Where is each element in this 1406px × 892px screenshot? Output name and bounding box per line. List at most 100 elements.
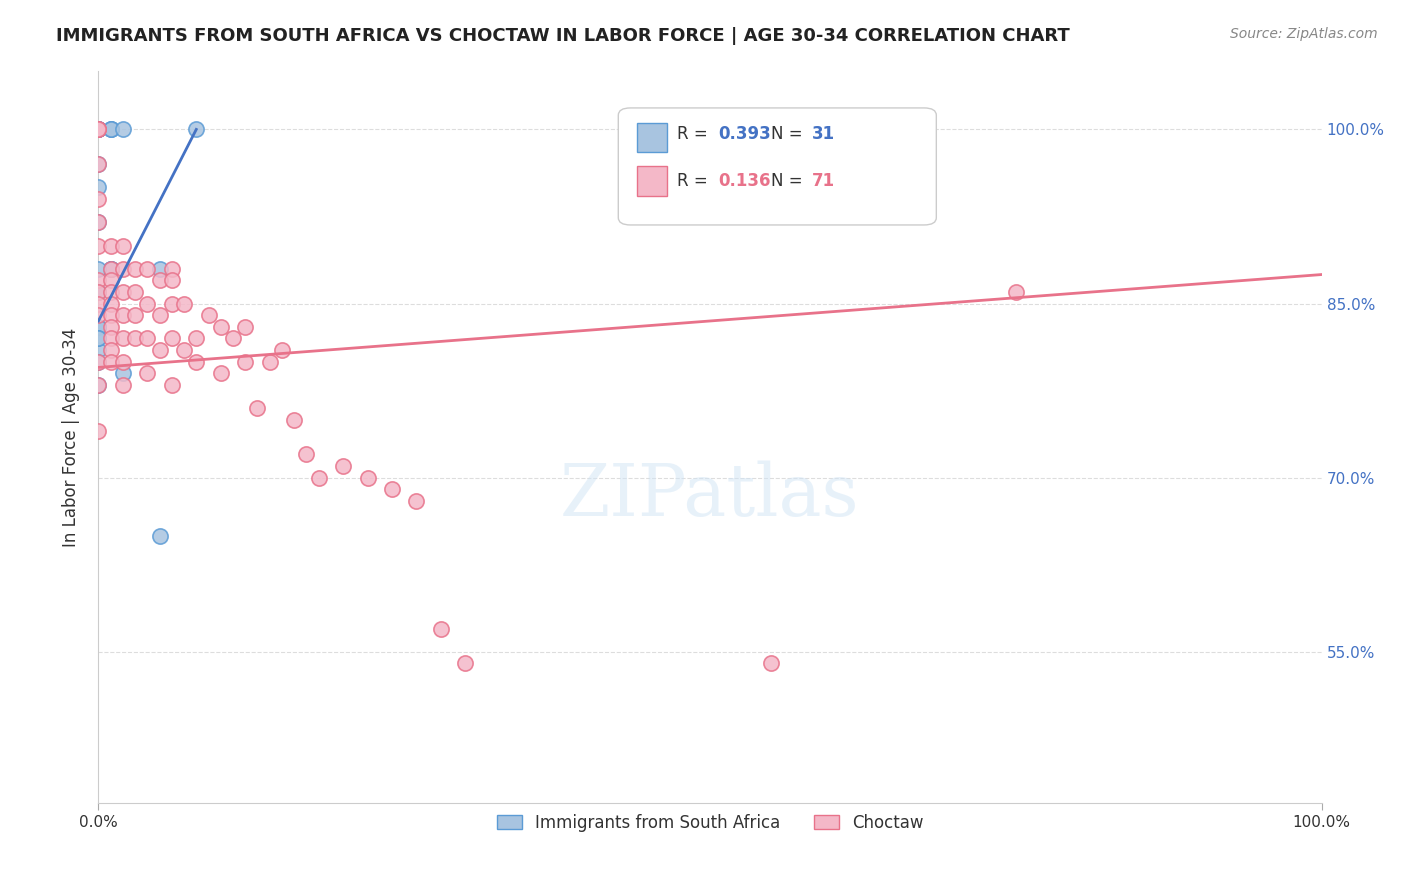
Point [87,122,110,136]
Point [100,331,122,345]
Point [100,296,122,310]
Point [87,238,110,252]
Point [87,377,110,392]
Point [100,261,122,276]
Point [111,238,134,252]
Point [100,343,122,357]
Point [295,448,318,462]
Point [160,331,183,345]
Point [87,157,110,171]
Bar [637,122,668,152]
Text: 0.136: 0.136 [718,172,770,190]
Text: 71: 71 [811,172,835,190]
Point [381,483,404,497]
Point [87,157,110,171]
Point [124,261,146,276]
Point [87,343,110,357]
Point [173,296,195,310]
Point [87,215,110,229]
Point [87,319,110,334]
Point [87,354,110,368]
Point [87,122,110,136]
Point [209,319,232,334]
Point [233,354,256,368]
Point [1004,285,1026,299]
Point [87,285,110,299]
Bar [637,167,668,195]
Point [233,319,256,334]
Legend: Immigrants from South Africa, Choctaw: Immigrants from South Africa, Choctaw [489,807,931,838]
Point [87,122,110,136]
Point [100,273,122,287]
Point [100,285,122,299]
Point [111,377,134,392]
Point [87,180,110,194]
Point [100,354,122,368]
Point [136,331,159,345]
Point [87,285,110,299]
Point [100,261,122,276]
Point [149,529,172,543]
Point [87,331,110,345]
Point [87,273,110,287]
Point [87,192,110,206]
Point [87,424,110,438]
Point [100,261,122,276]
Point [111,354,134,368]
Point [87,122,110,136]
Point [111,308,134,322]
Point [160,261,183,276]
Point [87,122,110,136]
Point [111,285,134,299]
Point [87,261,110,276]
Point [87,122,110,136]
Point [124,308,146,322]
Point [405,494,427,508]
Point [197,308,219,322]
Point [173,343,195,357]
Point [100,122,122,136]
Point [100,261,122,276]
Point [186,354,208,368]
Point [160,296,183,310]
Text: R =: R = [678,125,713,143]
Point [149,273,172,287]
Y-axis label: In Labor Force | Age 30-34: In Labor Force | Age 30-34 [62,327,80,547]
Point [430,622,453,636]
Point [87,122,110,136]
Point [259,354,281,368]
Point [87,285,110,299]
Point [87,377,110,392]
Point [149,343,172,357]
FancyBboxPatch shape [619,108,936,225]
Point [111,331,134,345]
Point [111,366,134,380]
Text: ZIPatlas: ZIPatlas [560,460,860,531]
Point [87,319,110,334]
Point [87,308,110,322]
Point [222,331,245,345]
Text: N =: N = [772,172,808,190]
Point [87,122,110,136]
Text: 0.393: 0.393 [718,125,772,143]
Point [136,366,159,380]
Point [186,331,208,345]
Point [186,122,208,136]
Point [149,308,172,322]
Text: R =: R = [678,172,713,190]
Point [124,285,146,299]
Point [87,122,110,136]
Point [209,366,232,380]
Point [100,122,122,136]
Point [87,215,110,229]
Point [100,238,122,252]
Point [136,261,159,276]
Point [270,343,294,357]
Point [308,471,330,485]
Point [356,471,378,485]
Point [87,319,110,334]
Text: Source: ZipAtlas.com: Source: ZipAtlas.com [1230,27,1378,41]
Point [111,122,134,136]
Point [100,122,122,136]
Point [149,261,172,276]
